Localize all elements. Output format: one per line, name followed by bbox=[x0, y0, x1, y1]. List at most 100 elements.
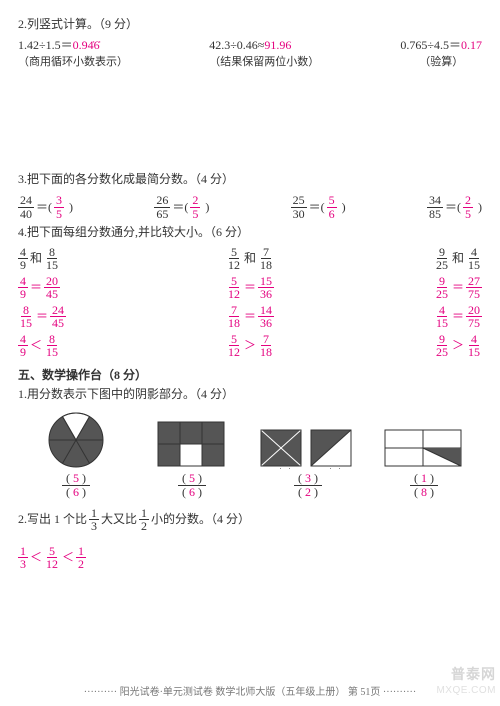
q3-frac-1: 2440 bbox=[18, 194, 34, 220]
fig3-n-val: 3 bbox=[305, 471, 311, 485]
den: 15 bbox=[434, 317, 450, 330]
svg-text:︸: ︸ bbox=[280, 467, 290, 469]
q52-f2n: 1 bbox=[139, 507, 149, 521]
q3-item-4: 3485 ＝( 25 ) bbox=[427, 194, 482, 220]
q3-1-an: 3 bbox=[54, 194, 64, 208]
q3-item-2: 2665 ＝( 25 ) bbox=[154, 194, 209, 220]
den: 12 bbox=[226, 346, 242, 359]
q52-lt2: ＜ bbox=[62, 549, 74, 566]
num: 15 bbox=[258, 275, 274, 289]
fig3-d-val: 2 bbox=[305, 485, 311, 499]
den: 25 bbox=[434, 346, 450, 359]
num: 7 bbox=[261, 333, 271, 347]
q2-expr-2: 42.3÷0.46≈91.96 bbox=[209, 37, 319, 54]
num: 5 bbox=[229, 246, 239, 260]
den: 75 bbox=[466, 288, 482, 301]
fig3-n: ( 3 ) bbox=[294, 472, 322, 486]
q3-1-on: 24 bbox=[18, 194, 34, 208]
frac: 415 bbox=[466, 246, 482, 272]
tri-icon: ︸︸ bbox=[260, 429, 356, 469]
frac: 718 bbox=[258, 333, 274, 359]
fig1-n-val: 5 bbox=[73, 471, 79, 485]
eq: ＝ bbox=[36, 308, 48, 325]
fig-1: ( 5 ) ( 6 ) bbox=[26, 411, 126, 498]
q4-eq2: 718＝1436 bbox=[226, 306, 274, 328]
q4-eq2: 815＝2445 bbox=[18, 306, 66, 328]
q4-eq1: 925＝2775 bbox=[434, 277, 482, 299]
q2-expr-text-2: 42.3÷0.46≈ bbox=[209, 38, 264, 52]
num: 7 bbox=[229, 304, 239, 318]
svg-text:︸: ︸ bbox=[330, 467, 340, 469]
frac: 2775 bbox=[466, 275, 482, 301]
frac: 49 bbox=[18, 275, 28, 301]
den: 36 bbox=[258, 288, 274, 301]
q3-ans-4: 25 bbox=[463, 194, 473, 220]
fig1-d-val: 6 bbox=[73, 485, 79, 499]
den: 9 bbox=[18, 259, 28, 272]
op: ＜ bbox=[30, 337, 42, 354]
fig2-n-val: 5 bbox=[189, 471, 195, 485]
q3-ans-3: 56 bbox=[327, 194, 337, 220]
q2-ans-2: 91.96 bbox=[264, 38, 291, 52]
page-footer: ·········· 阳光试卷·单元测试卷 数学北师大版（五年级上册） 第 51… bbox=[0, 686, 500, 701]
q4: 4.把下面每组分数通分,并比较大小。（6 分） 49和81549＝2045815… bbox=[18, 224, 482, 356]
frac: 815 bbox=[44, 333, 60, 359]
q3-4-ad: 5 bbox=[463, 208, 473, 221]
fig1-n: ( 5 ) bbox=[62, 472, 90, 486]
num: 9 bbox=[437, 246, 447, 260]
frac: 512 bbox=[226, 275, 242, 301]
frac: 925 bbox=[434, 246, 450, 272]
q3-2-od: 65 bbox=[154, 208, 170, 221]
num: 9 bbox=[437, 275, 447, 289]
eq: ＝( bbox=[445, 199, 461, 216]
eq: ＝( bbox=[172, 199, 188, 216]
q52-a3: 12 bbox=[76, 545, 86, 571]
den: 75 bbox=[466, 317, 482, 330]
den: 15 bbox=[466, 259, 482, 272]
fig3-frac: ( 3 ) ( 2 ) bbox=[294, 472, 322, 498]
frac: 925 bbox=[434, 333, 450, 359]
q2-ans-3: 0.17 bbox=[461, 38, 482, 52]
fig1-label: ( 5 ) ( 6 ) bbox=[62, 472, 90, 498]
q3-3-ad: 6 bbox=[327, 208, 337, 221]
q4-pair: 925和415 bbox=[434, 248, 482, 270]
num: 8 bbox=[47, 333, 57, 347]
fig3-d: ( 2 ) bbox=[294, 486, 322, 499]
frac: 49 bbox=[18, 246, 28, 272]
fig4-d-val: 8 bbox=[421, 485, 427, 499]
q3-4-an: 2 bbox=[463, 194, 473, 208]
q52-mid: 大又比 bbox=[101, 511, 137, 528]
q52-a1n: 1 bbox=[18, 545, 28, 559]
num: 7 bbox=[261, 246, 271, 260]
eq: ＝ bbox=[452, 279, 464, 296]
q52-title: 2.写出 1 个比 13 大又比 12 小的分数。（4 分） bbox=[18, 507, 482, 533]
den: 9 bbox=[18, 346, 28, 359]
q4-row: 49和81549＝2045815＝244549＜815512和718512＝15… bbox=[18, 248, 482, 357]
q2-expr-text-3: 0.765÷4.5＝ bbox=[400, 38, 461, 52]
fig2-d-val: 6 bbox=[189, 485, 195, 499]
q2-title: 2.列竖式计算。（9 分） bbox=[18, 16, 482, 33]
den: 15 bbox=[466, 346, 482, 359]
q4-cmp: 925＞415 bbox=[434, 335, 482, 357]
q52-a2: 512 bbox=[44, 545, 60, 571]
num: 8 bbox=[21, 304, 31, 318]
fig4-frac: ( 1 ) ( 8 ) bbox=[410, 472, 438, 498]
q3-2-ad: 5 bbox=[190, 208, 200, 221]
q3-frac-3: 2530 bbox=[291, 194, 307, 220]
num: 4 bbox=[18, 246, 28, 260]
fig4-n-val: 1 bbox=[421, 471, 427, 485]
q2-expr-3: 0.765÷4.5＝0.17 bbox=[400, 37, 482, 54]
q3-frac-4: 3485 bbox=[427, 194, 443, 220]
fig2-d: ( 6 ) bbox=[178, 486, 206, 499]
q52-f2: 12 bbox=[139, 507, 149, 533]
q4-eq1: 49＝2045 bbox=[18, 277, 66, 299]
den: 15 bbox=[44, 346, 60, 359]
den: 15 bbox=[18, 317, 34, 330]
frac: 815 bbox=[18, 304, 34, 330]
q3-frac-2: 2665 bbox=[154, 194, 170, 220]
q2-col-3: 0.765÷4.5＝0.17 （验算） bbox=[400, 37, 482, 70]
frac: 1536 bbox=[258, 275, 274, 301]
q3-item-3: 2530 ＝( 56 ) bbox=[291, 194, 346, 220]
rp: ) bbox=[339, 199, 346, 216]
num: 9 bbox=[437, 333, 447, 347]
